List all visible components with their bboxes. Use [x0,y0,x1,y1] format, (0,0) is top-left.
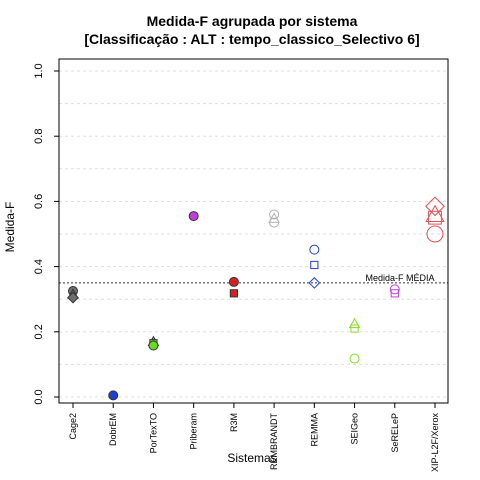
data-point-circle [349,353,360,364]
data-point-circle [269,209,280,220]
y-axis-label: Medida-F [3,202,17,253]
data-points [67,196,445,401]
data-point-circle [228,276,239,287]
y-tick-label: 0.8 [33,129,45,144]
data-point-circle [389,284,400,295]
data-point-circle [188,211,199,222]
x-tick-label: R3M [229,413,239,432]
grid [59,70,448,398]
data-point-circle [426,225,444,243]
x-tick-label: XIP-L2F/Xerox [430,413,440,473]
y-tick-label: 0.6 [33,194,45,209]
data-point-triangle [348,317,361,329]
chart-title-line2: [Classificação : ALT : tempo_classico_Se… [84,31,419,47]
x-tick-label: PorTexTO [148,413,158,453]
y-tick-label: 1.0 [33,63,45,78]
x-tick-label: Priberam [189,413,199,450]
x-axis-label: Sistemas [227,451,276,465]
x-tick-label: DobrEM [108,413,118,446]
data-point-circle [269,217,280,228]
data-point-diamond [67,291,79,304]
data-point-diamond [308,277,321,289]
data-point-circle [309,244,320,255]
data-point-diamond [425,196,445,217]
data-point-square [310,260,319,270]
data-point-triangle [425,204,445,222]
plot-frame [58,58,449,404]
y-tick-label: 0.4 [33,259,45,274]
data-point-square [350,324,359,333]
data-point-square [229,289,238,298]
reference-line-label: Medida-F MÉDIA [365,273,434,283]
y-axis: 0.0 0.2 0.4 0.6 0.8 1.0 [33,63,59,405]
x-tick-label: SeRELeP [390,413,400,453]
data-point-square [390,289,399,298]
data-point-circle [148,340,159,351]
data-point-circle [108,390,119,401]
x-axis: Cage2 DobrEM PorTexTO Priberam R3M REMBRANDT R… [68,403,440,472]
x-tick-label: REMMA [309,413,319,447]
x-tick-label: REMBRANDT [269,413,279,471]
x-tick-label: SEIGeo [350,413,360,445]
y-tick-label: 0.0 [33,389,45,404]
data-point-square [428,210,442,225]
data-point-triangle [268,212,280,223]
y-tick-label: 0.2 [33,324,45,339]
chart-title-line1: Medida-F agrupada por sistema [147,13,358,29]
x-tick-label: Cage2 [68,413,78,440]
